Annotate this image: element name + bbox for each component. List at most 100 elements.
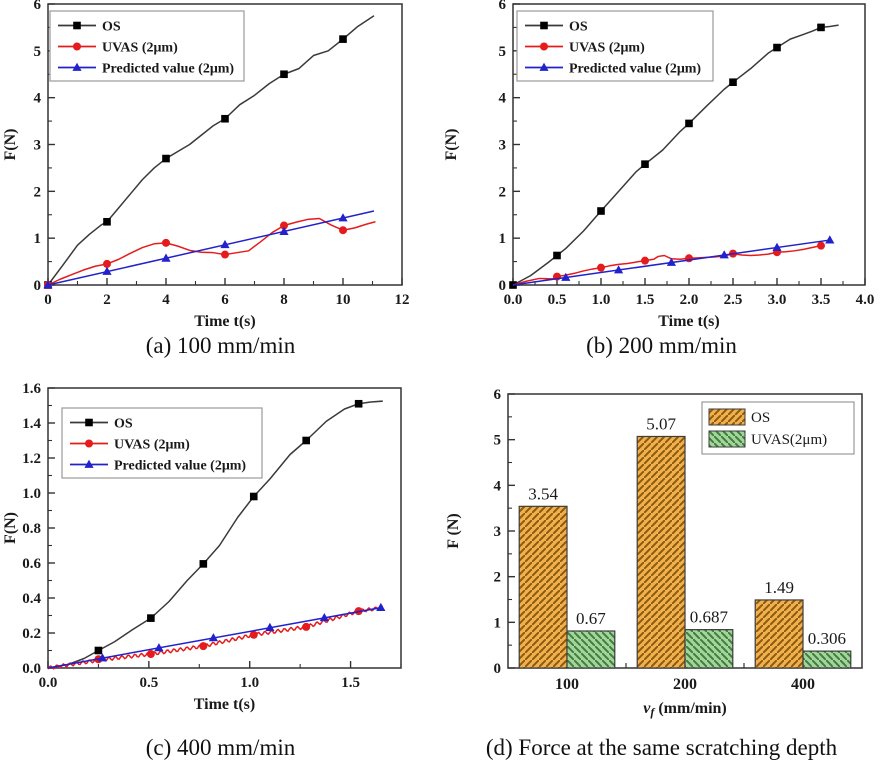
svg-text:5: 5 xyxy=(34,44,42,60)
c-legend: OS UVAS (2μm) Predicted value (2μm) xyxy=(61,407,263,479)
svg-text:6: 6 xyxy=(494,387,502,403)
svg-text:UVAS (2μm): UVAS (2μm) xyxy=(114,438,190,453)
svg-text:1.4: 1.4 xyxy=(22,416,41,432)
a-series-uvas-2-m xyxy=(44,217,376,289)
d-bars-os: 3.54 5.07 1.49 xyxy=(518,414,804,669)
d-ylabel: F (N) xyxy=(445,513,462,548)
svg-text:0.0: 0.0 xyxy=(504,292,523,308)
d-bars-uvas-2-m: 0.67 0.687 0.306 xyxy=(566,608,852,669)
svg-text:0: 0 xyxy=(44,292,52,308)
svg-text:UVAS(2μm): UVAS(2μm) xyxy=(751,432,827,448)
svg-text:3: 3 xyxy=(34,138,42,154)
svg-text:2: 2 xyxy=(34,184,42,200)
svg-text:OS: OS xyxy=(102,20,121,35)
svg-text:10: 10 xyxy=(336,292,351,308)
a-legend: OS UVAS (2μm) Predicted value (2μm) xyxy=(49,10,245,82)
svg-text:400: 400 xyxy=(791,676,815,693)
svg-text:1.5: 1.5 xyxy=(636,292,655,308)
svg-text:1.2: 1.2 xyxy=(22,451,41,467)
panel-d: 0 1 2 3 4 5 6 100 200 400 3.54 5.07 1.49 0.67 0.687 0.3… xyxy=(441,366,882,782)
svg-text:5: 5 xyxy=(494,433,502,449)
svg-text:0: 0 xyxy=(34,278,42,294)
svg-text:1: 1 xyxy=(494,615,502,631)
svg-text:6: 6 xyxy=(499,0,507,13)
svg-text:6: 6 xyxy=(221,292,229,308)
svg-text:2.5: 2.5 xyxy=(724,292,743,308)
svg-text:4: 4 xyxy=(494,478,502,494)
svg-text:4: 4 xyxy=(499,91,507,107)
svg-text:2: 2 xyxy=(494,570,502,586)
chart-d-canvas: 0 1 2 3 4 5 6 100 200 400 3.54 5.07 1.49 0.67 0.687 0.3… xyxy=(445,387,863,719)
caption-a: (a) 100 mm/min xyxy=(145,333,296,358)
d-xlabel: vf (mm/min) xyxy=(643,700,727,719)
svg-text:0.5: 0.5 xyxy=(139,675,158,691)
chart-b-canvas: 0.0 0.5 1.0 1.5 2.0 2.5 3.0 3.5 4.0 0 1 2 3 4 5 6 Time t… xyxy=(443,0,875,330)
chart-c-canvas: 0.0 0.5 1.0 1.5 0.0 0.2 0.4 0.6 0.8 1.0 1.2 1.4 1.6 T… xyxy=(2,381,402,713)
svg-text:1.6: 1.6 xyxy=(22,381,41,397)
c-series-predicted-value-2-m xyxy=(47,602,386,669)
b-xlabel: Time t(s) xyxy=(658,313,719,330)
svg-text:2.0: 2.0 xyxy=(680,292,699,308)
b-ylabel: F(N) xyxy=(443,129,460,161)
a-ylabel: F(N) xyxy=(2,129,19,161)
svg-text:4: 4 xyxy=(34,91,42,107)
svg-text:1: 1 xyxy=(34,231,42,247)
d-value-label: 0.306 xyxy=(808,629,846,648)
svg-text:1.0: 1.0 xyxy=(240,675,259,691)
svg-text:UVAS (2μm): UVAS (2μm) xyxy=(102,41,178,56)
svg-text:1.0: 1.0 xyxy=(22,486,41,502)
svg-text:0.8: 0.8 xyxy=(22,521,41,537)
svg-text:100: 100 xyxy=(555,676,579,693)
d-value-label: 3.54 xyxy=(528,484,558,503)
svg-text:0.0: 0.0 xyxy=(22,661,41,677)
svg-text:4.0: 4.0 xyxy=(856,292,875,308)
svg-text:1.0: 1.0 xyxy=(592,292,611,308)
svg-text:8: 8 xyxy=(280,292,288,308)
svg-text:1: 1 xyxy=(499,231,507,247)
panel-b: 0.0 0.5 1.0 1.5 2.0 2.5 3.0 3.5 4.0 0 1 2 3 4 5 6 Time t… xyxy=(441,0,882,366)
c-series-os xyxy=(47,399,383,669)
svg-text:OS: OS xyxy=(114,417,133,432)
svg-text:OS: OS xyxy=(751,410,770,426)
d-value-label: 1.49 xyxy=(764,578,794,597)
svg-text:6: 6 xyxy=(34,0,42,13)
d-legend: OS UVAS(2μm) xyxy=(701,401,855,455)
svg-text:0.2: 0.2 xyxy=(22,626,41,642)
svg-text:0.6: 0.6 xyxy=(22,556,41,572)
svg-text:0.4: 0.4 xyxy=(22,591,41,607)
svg-text:4: 4 xyxy=(162,292,170,308)
svg-text:1.5: 1.5 xyxy=(341,675,360,691)
svg-text:UVAS (2μm): UVAS (2μm) xyxy=(569,41,645,56)
a-xlabel: Time t(s) xyxy=(194,313,255,330)
caption-d: (d) Force at the same scratching depth xyxy=(485,735,838,760)
b-series-predicted-value-2-m xyxy=(512,235,835,286)
svg-text:Predicted value (2μm): Predicted value (2μm) xyxy=(114,459,246,474)
d-value-label: 0.687 xyxy=(690,608,729,627)
svg-text:5: 5 xyxy=(499,44,507,60)
d-value-label: 0.67 xyxy=(576,609,606,628)
c-xlabel: Time t(s) xyxy=(194,696,255,713)
svg-text:0: 0 xyxy=(494,661,502,677)
panel-a: 0 2 4 6 8 10 12 0 1 2 3 4 5 6 Time t(s) F(N) OS UVAS (2μm… xyxy=(0,0,441,366)
svg-text:Predicted value (2μm): Predicted value (2μm) xyxy=(102,62,234,77)
svg-text:0.5: 0.5 xyxy=(548,292,567,308)
a-series-predicted-value-2-m xyxy=(43,210,375,289)
svg-text:0.0: 0.0 xyxy=(39,675,58,691)
panel-c: 0.0 0.5 1.0 1.5 0.0 0.2 0.4 0.6 0.8 1.0 1.2 1.4 1.6 T… xyxy=(0,366,441,782)
svg-text:2: 2 xyxy=(103,292,111,308)
svg-text:200: 200 xyxy=(673,676,697,693)
svg-text:OS: OS xyxy=(569,20,588,35)
svg-text:3.5: 3.5 xyxy=(812,292,831,308)
svg-text:Predicted value (2μm): Predicted value (2μm) xyxy=(569,62,701,77)
caption-c: (c) 400 mm/min xyxy=(145,735,296,760)
b-legend: OS UVAS (2μm) Predicted value (2μm) xyxy=(516,10,714,82)
d-value-label: 5.07 xyxy=(646,414,676,433)
svg-text:0: 0 xyxy=(499,278,507,294)
svg-text:12: 12 xyxy=(395,292,410,308)
svg-text:3.0: 3.0 xyxy=(768,292,787,308)
svg-text:3: 3 xyxy=(499,138,507,154)
c-ylabel: F(N) xyxy=(2,512,19,544)
caption-b: (b) 200 mm/min xyxy=(586,333,737,358)
